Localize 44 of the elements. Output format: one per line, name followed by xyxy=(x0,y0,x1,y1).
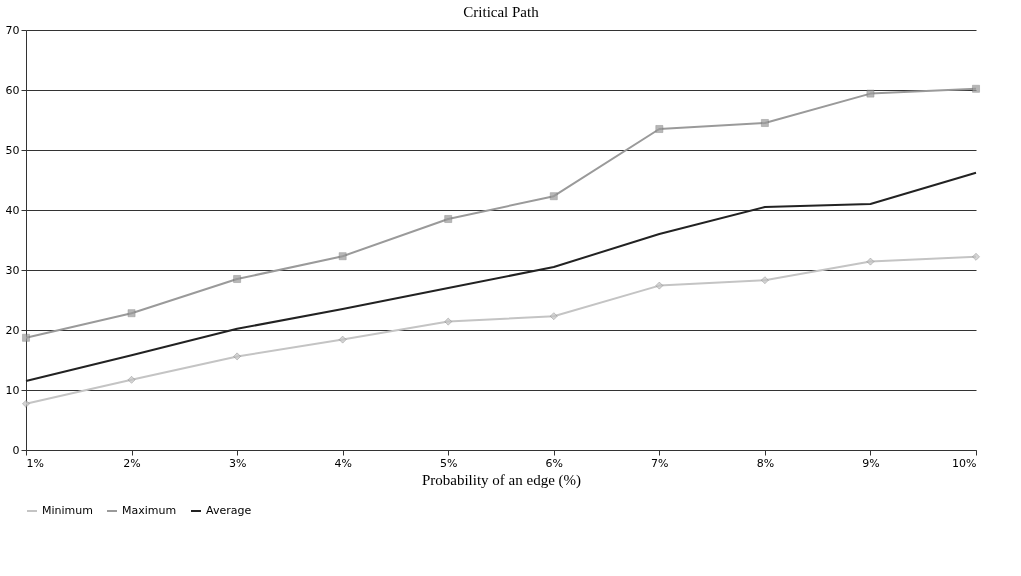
point xyxy=(22,334,30,342)
y-tick-label: 50 xyxy=(5,143,20,157)
y-tick-label: 40 xyxy=(5,203,20,217)
x-tick-label: 7% xyxy=(651,456,669,470)
point xyxy=(761,276,769,284)
point xyxy=(233,275,241,283)
y-tick-label: 30 xyxy=(5,263,20,277)
x-tick-label: 9% xyxy=(862,456,880,470)
point xyxy=(972,85,980,93)
point xyxy=(549,192,558,200)
x-axis-title: Probability of an edge (%) xyxy=(421,471,582,489)
point xyxy=(761,119,769,127)
x-tick-label: 8% xyxy=(756,456,775,470)
point xyxy=(866,257,875,266)
y-tick-label: 20 xyxy=(5,323,20,337)
legend-label: Maximum xyxy=(122,504,177,517)
x-tick-label: 2% xyxy=(123,456,141,470)
point xyxy=(127,309,136,317)
x-tick-label: 1% xyxy=(26,456,44,470)
point xyxy=(655,125,664,133)
point xyxy=(866,89,875,98)
x-tick-label: 6% xyxy=(545,456,563,470)
x-tick-label: 10% xyxy=(952,456,977,470)
legend-label: Average xyxy=(206,504,252,517)
point xyxy=(444,215,453,223)
point xyxy=(22,400,30,408)
x-tick-label: 4% xyxy=(334,456,352,470)
point xyxy=(655,281,664,290)
y-tick-label: 60 xyxy=(5,83,20,97)
x-tick-label: 3% xyxy=(228,456,247,470)
point xyxy=(338,252,347,260)
legend-label: Minimum xyxy=(42,504,93,517)
point xyxy=(444,317,453,326)
chart-title: Critical Path xyxy=(463,4,540,20)
x-tick-label: 5% xyxy=(440,456,458,470)
point xyxy=(338,335,347,344)
y-tick-label: 70 xyxy=(5,23,20,37)
point xyxy=(233,352,241,361)
point xyxy=(972,253,980,261)
point xyxy=(127,376,136,384)
y-tick-label: 0 xyxy=(12,443,20,457)
y-tick-label: 10 xyxy=(5,383,20,397)
point xyxy=(549,312,558,320)
line-series xyxy=(25,171,977,382)
